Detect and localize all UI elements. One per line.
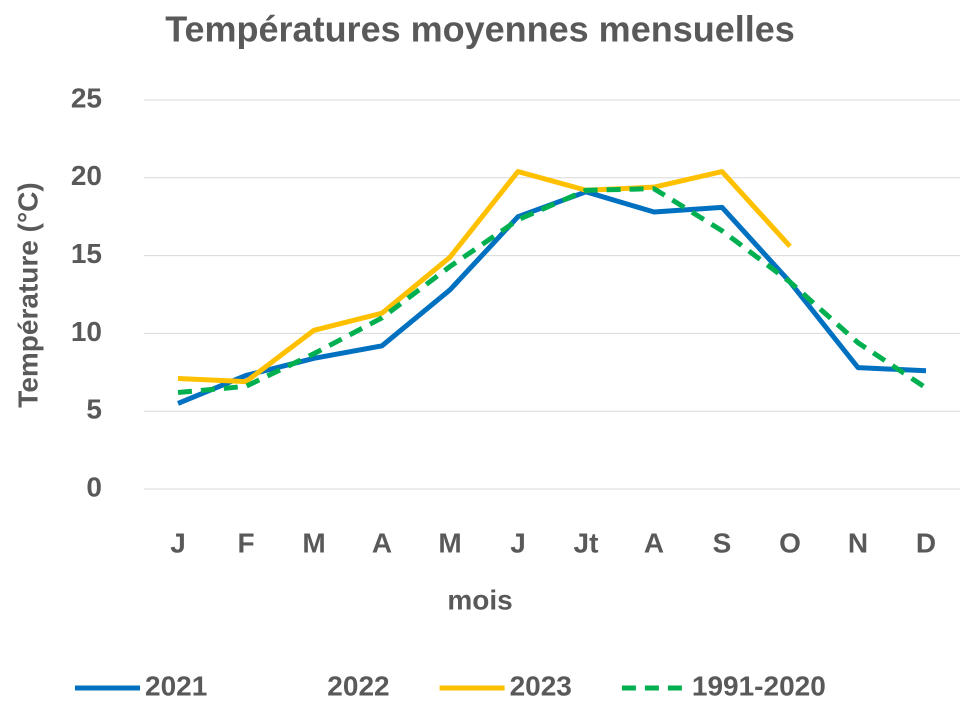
x-tick-label: M [302, 527, 325, 558]
y-tick-label: 0 [86, 471, 102, 502]
legend-label: 1991-2020 [692, 670, 826, 701]
series-line [177, 186, 928, 396]
y-tick-label: 10 [71, 316, 102, 347]
series-line [177, 189, 927, 406]
x-tick-label: D [916, 527, 936, 558]
x-tick-label: M [438, 527, 461, 558]
x-tick-label: J [510, 527, 526, 558]
y-tick-label: 20 [71, 160, 102, 191]
x-tick-label: O [779, 527, 801, 558]
x-axis-label: mois [447, 584, 512, 615]
legend-label: 2023 [510, 670, 572, 701]
x-tick-label: S [713, 527, 732, 558]
x-tick-label: A [372, 527, 392, 558]
x-tick-label: J [170, 527, 186, 558]
legend-label: 2022 [327, 670, 389, 701]
x-tick-label: Jt [574, 527, 599, 558]
y-axis-label: Température (°C) [12, 182, 43, 407]
y-tick-label: 5 [86, 394, 102, 425]
x-tick-label: N [848, 527, 868, 558]
chart-title: Températures moyennes mensuelles [165, 9, 795, 50]
x-tick-label: F [237, 527, 254, 558]
y-tick-label: 15 [71, 238, 102, 269]
legend-label: 2021 [145, 670, 207, 701]
series-line [177, 169, 792, 385]
x-tick-label: A [644, 527, 664, 558]
y-tick-label: 25 [71, 82, 102, 113]
